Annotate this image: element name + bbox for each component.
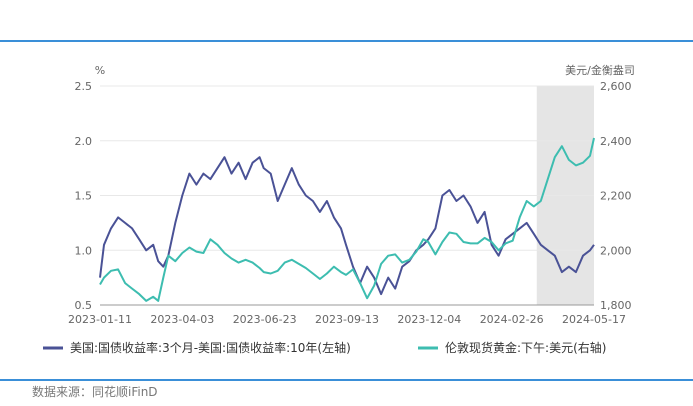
- right-axis-unit: 美元/金衡盎司: [565, 63, 635, 77]
- right-tick-label: 1,800: [600, 299, 632, 312]
- legend-label-left: 美国:国债收益率:3个月-美国:国债收益率:10年(左轴): [70, 340, 351, 355]
- right-axis-ticks: 1,800 2,000 2,200 2,400 2,600: [600, 80, 632, 312]
- data-source-note: 数据来源：同花顺iFinD: [32, 385, 158, 399]
- series-line-yield-spread: [99, 156, 595, 296]
- left-axis-unit: %: [95, 64, 105, 77]
- right-tick-label: 2,600: [600, 80, 632, 93]
- x-tick-label: 2023-04-03: [150, 313, 214, 326]
- legend-label-right: 伦敦现货黄金:下午:美元(右轴): [445, 340, 606, 355]
- x-tick-label: 2023-06-23: [233, 313, 297, 326]
- left-axis-ticks: 0.5 1.0 1.5 2.0 2.5: [75, 80, 93, 312]
- left-tick-label: 2.5: [75, 80, 93, 93]
- left-tick-label: 2.0: [75, 135, 93, 148]
- x-tick-label: 2024-02-26: [480, 313, 544, 326]
- left-tick-label: 1.5: [75, 190, 93, 203]
- left-tick-label: 1.0: [75, 244, 93, 257]
- bottom-divider: [0, 379, 693, 381]
- top-divider: [0, 40, 693, 42]
- legend: 美国:国债收益率:3个月-美国:国债收益率:10年(左轴) 伦敦现货黄金:下午:…: [43, 340, 606, 355]
- x-tick-label: 2023-09-13: [315, 313, 379, 326]
- dual-axis-line-chart: % 美元/金衡盎司 0.5 1.0 1.5 2.0 2.5 1,800 2,000 2,20…: [43, 63, 635, 355]
- x-tick-label: 2023-01-11: [68, 313, 132, 326]
- left-tick-label: 0.5: [75, 299, 93, 312]
- x-tick-label: 2024-05-17: [562, 313, 626, 326]
- right-tick-label: 2,200: [600, 190, 632, 203]
- series-layer: [99, 137, 595, 302]
- series-line-gold-price: [99, 137, 595, 302]
- x-tick-label: 2023-12-04: [397, 313, 461, 326]
- x-axis-ticks: 2023-01-11 2023-04-03 2023-06-23 2023-09-13…: [68, 313, 626, 326]
- right-tick-label: 2,400: [600, 135, 632, 148]
- right-tick-label: 2,000: [600, 244, 632, 257]
